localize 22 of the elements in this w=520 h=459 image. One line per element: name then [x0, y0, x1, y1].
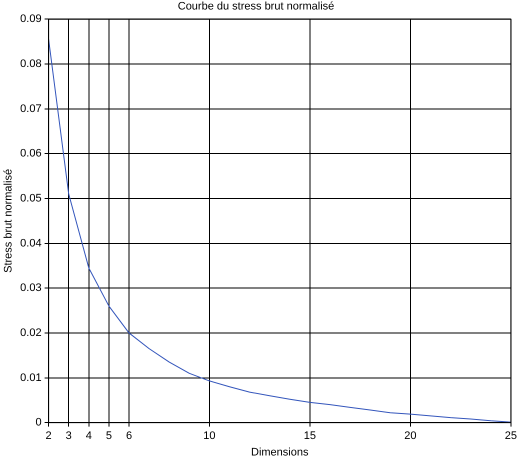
y-tick-label: 0	[35, 416, 42, 429]
y-tick-label: 0.01	[20, 372, 42, 384]
y-axis-title: Stress brut normalisé	[2, 168, 15, 273]
y-tick-label: 0.08	[20, 58, 42, 70]
x-tick-label: 20	[404, 430, 417, 442]
y-tick-label: 0.07	[20, 102, 42, 115]
y-tick-label: 0.04	[20, 237, 42, 250]
x-tick-label: 5	[106, 430, 112, 442]
x-tick-label: 25	[504, 430, 518, 442]
x-tick-label: 6	[126, 430, 132, 442]
x-axis-title: Dimensions	[251, 446, 309, 458]
y-tick-label: 0.03	[20, 282, 42, 294]
x-tick-label: 3	[66, 430, 72, 442]
y-tick-label: 0.06	[20, 148, 42, 160]
x-tick-label: 2	[46, 430, 52, 442]
x-tick-label: 10	[203, 430, 216, 442]
y-tick-label: 0.09	[20, 13, 42, 26]
y-tick-label: 0.02	[20, 326, 42, 339]
chart-title: Courbe du stress brut normalisé	[178, 0, 334, 13]
x-tick-label: 4	[86, 430, 92, 442]
y-tick-label: 0.05	[20, 192, 42, 205]
x-tick-label: 15	[304, 430, 316, 442]
